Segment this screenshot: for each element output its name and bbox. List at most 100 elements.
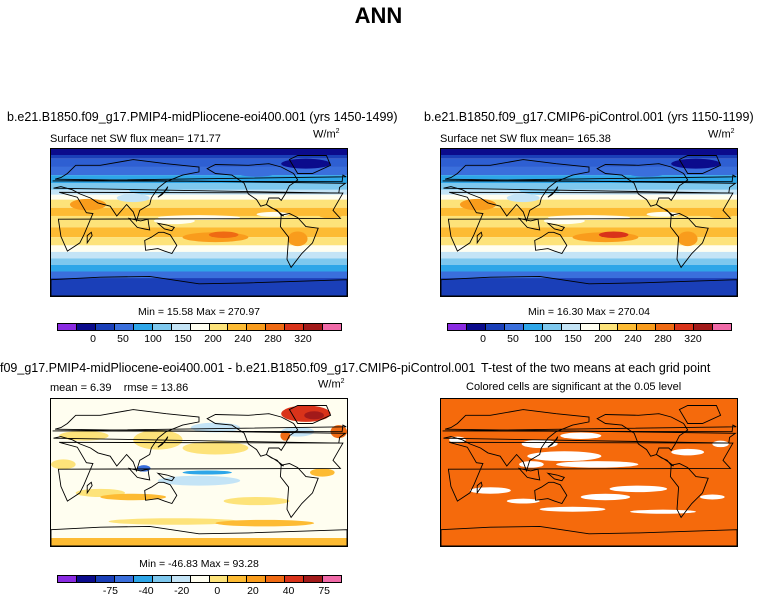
- field-band: [441, 199, 737, 208]
- field-band: [51, 158, 347, 167]
- colorbar-swatch: [285, 576, 305, 582]
- colorbar-swatch: [637, 324, 657, 330]
- field-cell: [310, 468, 335, 477]
- colorbar-tick-label: -20: [174, 585, 190, 597]
- colorbar-swatch: [504, 324, 524, 330]
- coastline: [534, 231, 568, 255]
- colorbar-swatch: [152, 576, 172, 582]
- colorbar-tick-label: 100: [534, 333, 552, 345]
- field-cell: [223, 497, 290, 506]
- colorbar-swatch: [599, 324, 619, 330]
- colorbar-swatch: [247, 324, 267, 330]
- colorbar-swatch: [247, 576, 267, 582]
- colorbar-swatch: [523, 324, 543, 330]
- colorbar-swatch: [580, 324, 600, 330]
- colorbar-swatch: [694, 324, 714, 330]
- field-band: [441, 245, 737, 252]
- field-cell: [671, 448, 705, 456]
- coastline: [442, 424, 737, 433]
- field-cell: [671, 158, 721, 169]
- field-band: [51, 199, 347, 208]
- coastline: [53, 409, 347, 473]
- panel1-title: b.e21.B1850.f09_g17.PMIP4-midPliocene-eo…: [7, 110, 398, 124]
- colorbar-swatch: [152, 324, 172, 330]
- field-cell: [182, 470, 232, 475]
- colorbar-tick-label: 280: [264, 333, 282, 345]
- coastline: [127, 217, 151, 231]
- colorbar-tick-label: 20: [247, 585, 259, 597]
- field-cell: [598, 231, 629, 239]
- panel3-minmax: Min = -46.83 Max = 93.28: [139, 558, 259, 570]
- coastline: [443, 159, 737, 223]
- coastline: [156, 222, 176, 232]
- field-cell: [700, 494, 725, 500]
- colorbar-tick-label: 40: [282, 585, 295, 597]
- field-band: [51, 264, 347, 272]
- field-cell: [108, 518, 241, 525]
- panel1-minmax: Min = 15.58 Max = 270.97: [137, 306, 260, 318]
- field-band: [51, 227, 347, 238]
- coastline: [476, 481, 483, 495]
- panel4-subtitle: Colored cells are significant at the 0.0…: [466, 381, 682, 393]
- coastline: [447, 441, 734, 502]
- panel4-title: T-test of the two means at each grid poi…: [481, 361, 711, 375]
- field-band: [51, 251, 347, 259]
- coastline: [52, 424, 347, 433]
- coastline: [86, 231, 93, 245]
- colorbar-swatch: [323, 324, 342, 330]
- panel3-stats: mean = 6.39 rmse = 13.86: [50, 382, 188, 394]
- coastline: [156, 472, 176, 482]
- colorbar-swatch: [466, 324, 486, 330]
- panel1-map: [50, 148, 348, 297]
- colorbar-swatch: [58, 324, 77, 330]
- field-cell: [304, 411, 324, 420]
- colorbar-swatch: [228, 324, 248, 330]
- colorbar-swatch: [561, 324, 581, 330]
- colorbar-swatch: [58, 576, 77, 582]
- field-cell: [556, 461, 639, 468]
- field-cell: [527, 451, 602, 462]
- field-band: [51, 149, 347, 155]
- colorbar-tick-label: 100: [144, 333, 162, 345]
- coastline: [517, 217, 541, 231]
- field-cell: [506, 498, 540, 504]
- panel4-field: [441, 399, 737, 546]
- coastline: [546, 222, 566, 232]
- field-band: [441, 149, 737, 155]
- field-band: [441, 258, 737, 265]
- panel3-rmse: rmse = 13.86: [123, 382, 189, 394]
- colorbar-tick-label: 75: [318, 585, 331, 597]
- field-cell: [236, 166, 278, 177]
- coastline: [441, 275, 737, 296]
- panel2-map: [440, 148, 738, 297]
- coastline: [547, 186, 559, 198]
- colorbar-swatch: [95, 324, 115, 330]
- panel2-mean: mean= 165.38: [540, 133, 611, 145]
- coastline: [279, 463, 319, 519]
- coastline: [157, 436, 169, 448]
- field-band: [441, 207, 737, 216]
- field-cell: [318, 210, 343, 219]
- coastline: [57, 441, 344, 502]
- colorbar-swatch: [76, 324, 96, 330]
- colorbar-tick-label: 50: [117, 333, 129, 345]
- coastline: [266, 204, 284, 217]
- colorbar-swatch: [713, 324, 732, 330]
- panel4-map: [440, 398, 738, 547]
- field-band: [441, 215, 737, 228]
- field-cell: [712, 440, 729, 448]
- coastline: [86, 481, 93, 495]
- field-cell: [137, 465, 151, 472]
- coastline: [57, 191, 344, 252]
- colorbar-swatch: [618, 324, 638, 330]
- colorbar-swatch: [133, 324, 153, 330]
- colorbar-tick-label: 0: [480, 333, 486, 345]
- coastline: [157, 186, 169, 198]
- panel2-field: [441, 149, 737, 296]
- colorbar-swatch: [190, 324, 210, 330]
- colorbar-swatch: [228, 576, 248, 582]
- colorbar-swatch: [675, 324, 695, 330]
- colorbar-swatch: [209, 324, 229, 330]
- coastline: [678, 155, 722, 174]
- field-band: [51, 245, 347, 252]
